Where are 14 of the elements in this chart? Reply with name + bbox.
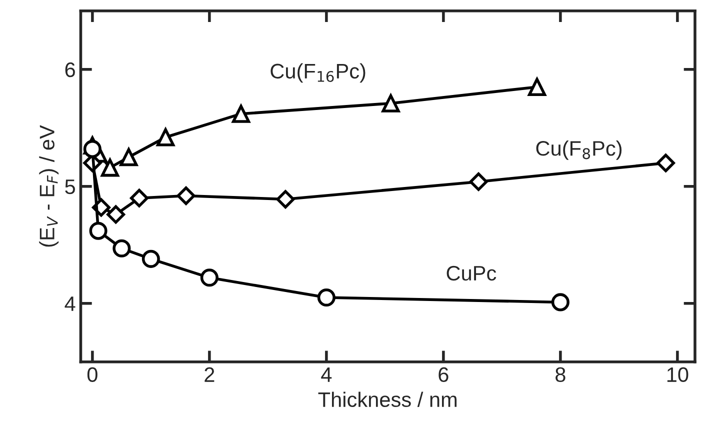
y-tick-label: 6 <box>65 62 75 78</box>
x-tick-label: 0 <box>87 367 98 382</box>
y-tick-label: 5 <box>65 180 75 194</box>
series-label: Cu(F$_{16}$Pc) <box>270 63 366 83</box>
x-tick-label: 8 <box>556 367 566 382</box>
y-tick-label: 4 <box>64 296 76 311</box>
x-axis-title: Thickness / nm <box>318 392 457 408</box>
y-axis-title: (E$_{V}$ - E$_{F}$) / eV <box>39 125 59 247</box>
series-label: Cu(F$_{8}$Pc) <box>536 140 622 160</box>
x-tick-label: 10 <box>667 367 688 382</box>
x-tick-label: 6 <box>438 367 448 382</box>
x-tick-label: 2 <box>204 367 214 382</box>
series-label: CuPc <box>446 266 496 281</box>
x-tick-label: 4 <box>321 368 332 382</box>
